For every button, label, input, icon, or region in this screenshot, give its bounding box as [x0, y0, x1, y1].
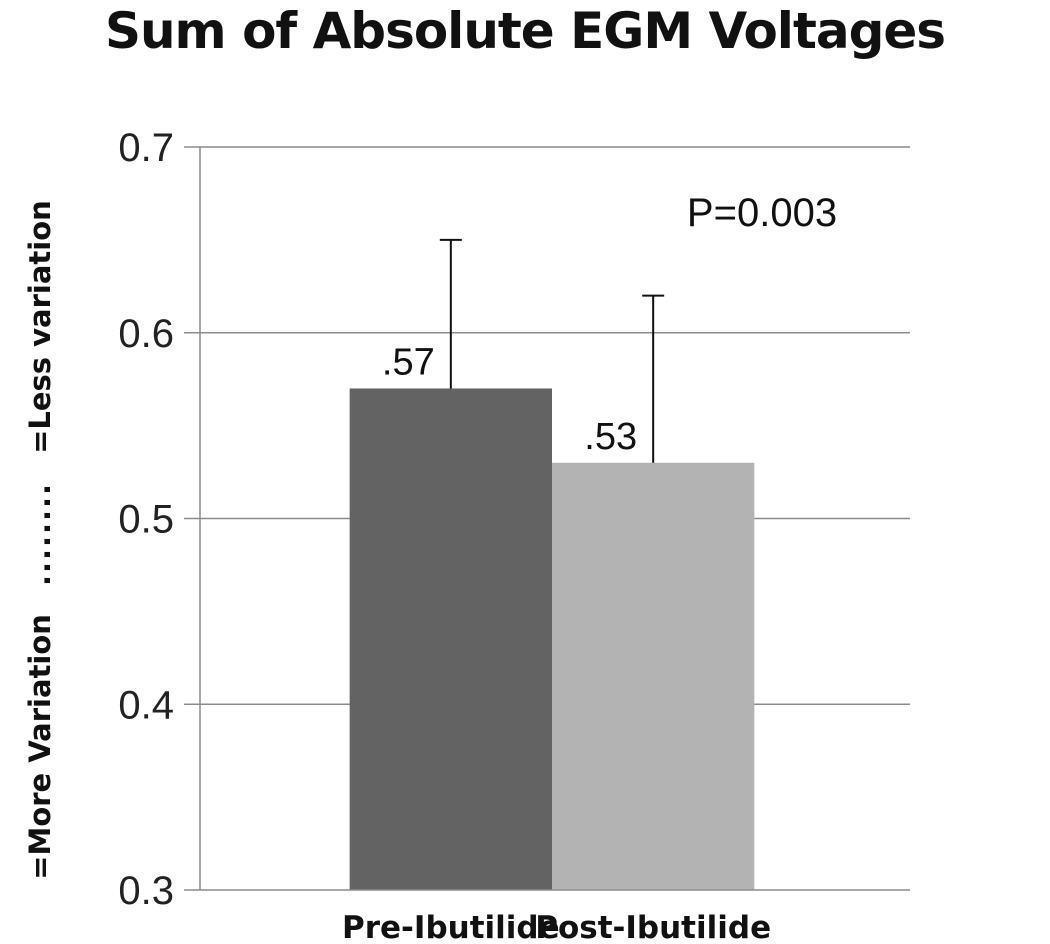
- x-tick-label: Pre-Ibutilide: [342, 910, 560, 944]
- y-tick-label: 0.7: [118, 126, 174, 170]
- chart-title: Sum of Absolute EGM Voltages: [104, 2, 946, 60]
- y-tick-label: 0.5: [118, 498, 174, 542]
- y-tick-label: 0.3: [118, 869, 174, 913]
- data-label: .53: [584, 416, 637, 458]
- p-value-annotation: P=0.003: [687, 191, 837, 235]
- bars: [349, 388, 755, 890]
- data-label: .57: [382, 341, 435, 383]
- labels: 0.3 0.4 0.5 0.6 0.7 .57 Pre-Ibutilide .53 Post-I…: [118, 126, 771, 944]
- axes: [184, 146, 910, 891]
- bar-post-ibutilide: [552, 462, 755, 890]
- y-tick-label: 0.6: [118, 312, 174, 356]
- error-bars: [439, 238, 665, 463]
- y-tick-label: 0.4: [118, 683, 174, 727]
- x-tick-label: Post-Ibutilide: [535, 910, 771, 944]
- bar-pre-ibutilide: [349, 388, 552, 890]
